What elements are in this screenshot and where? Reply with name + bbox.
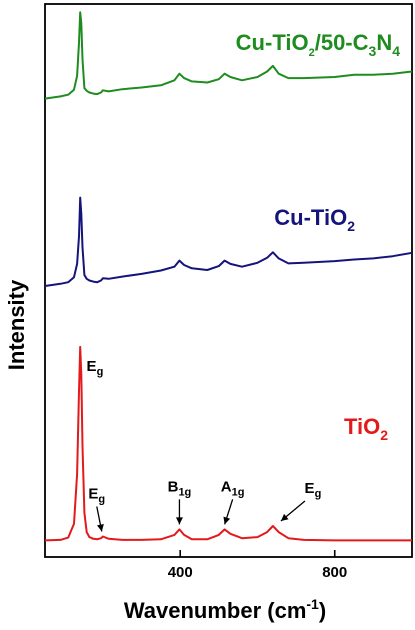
legend-label-cu-tio2-c3n4: Cu-TiO2/50-C3N4	[236, 30, 401, 59]
series-line-0	[44, 11, 413, 100]
legend-label-cu-tio2: Cu-TiO2	[274, 205, 355, 234]
annotation-arrowhead	[175, 517, 183, 525]
peak-label: Eg	[305, 480, 322, 500]
annotation-arrowhead	[96, 523, 104, 532]
x-axis-title: Wavenumber (cm-1)	[124, 596, 326, 623]
x-tick-label: 400	[168, 564, 193, 581]
x-tick-label: 800	[322, 564, 347, 581]
plot-frame	[44, 3, 413, 558]
annotation-arrowhead	[223, 516, 231, 525]
peak-label: B1g	[168, 478, 192, 498]
peak-label: A1g	[221, 478, 245, 498]
series-line-2	[44, 345, 412, 542]
y-axis-title: Intensity	[4, 279, 29, 370]
annotation-arrowhead	[280, 513, 289, 522]
peak-label: Eg	[87, 358, 104, 378]
series-line-1	[44, 196, 413, 287]
peak-label: Eg	[88, 486, 105, 506]
legend-label-tio2: TiO2	[344, 414, 388, 443]
